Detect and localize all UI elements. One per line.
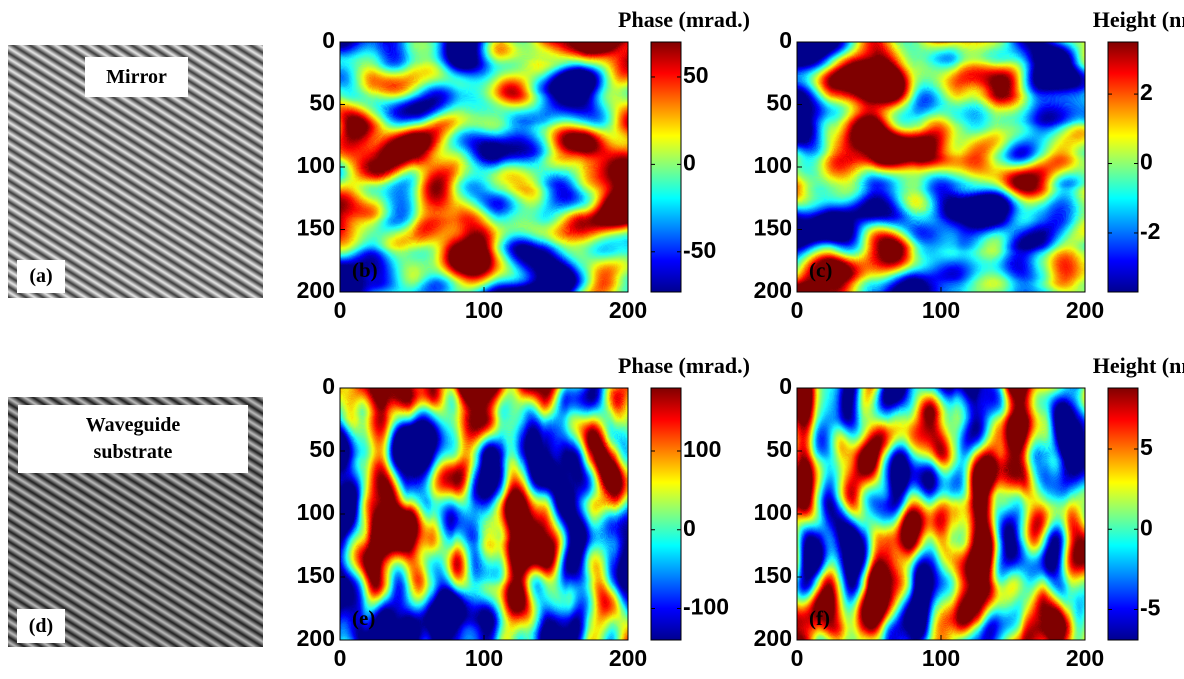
colorbar-tick-label: -2	[1140, 218, 1160, 244]
x-tick-label: 100	[465, 645, 503, 671]
x-tick-label: 200	[609, 297, 647, 323]
colorbar-tick-label: 2	[1140, 79, 1153, 105]
colorbar-tick-label: 100	[683, 436, 721, 462]
y-tick-label: 200	[754, 625, 792, 651]
y-tick-label: 50	[309, 436, 335, 462]
y-tick-label: 150	[754, 215, 792, 241]
y-tick-label: 150	[754, 562, 792, 588]
y-tick-label: 100	[754, 152, 792, 178]
photo-caption: Waveguide substrate	[18, 405, 248, 473]
y-tick-label: 0	[322, 373, 335, 399]
y-tick-label: 100	[754, 499, 792, 525]
panel-label: (e)	[352, 606, 375, 630]
heatmap	[340, 42, 628, 292]
colorbar	[650, 387, 682, 641]
colorbar-tick-label: -100	[683, 594, 729, 620]
y-tick-label: 50	[309, 90, 335, 116]
x-tick-label: 200	[609, 645, 647, 671]
panel-label: (d)	[17, 609, 65, 643]
colorbar-title: Phase (mrad.)	[618, 353, 750, 378]
x-tick-label: 0	[334, 297, 347, 323]
colorbar-title: Height (nm)	[1093, 353, 1184, 378]
colorbar	[1107, 387, 1139, 641]
colorbar	[650, 41, 682, 293]
y-tick-label: 100	[297, 152, 335, 178]
panel-label: (c)	[809, 258, 832, 282]
x-tick-label: 0	[334, 645, 347, 671]
heatmap	[797, 388, 1085, 640]
colorbar-title: Height (nm)	[1093, 7, 1184, 32]
y-tick-label: 0	[322, 27, 335, 53]
y-tick-label: 50	[766, 436, 792, 462]
x-tick-label: 100	[922, 645, 960, 671]
x-tick-label: 200	[1066, 645, 1104, 671]
photo-caption: Mirror	[85, 57, 188, 97]
x-tick-label: 0	[791, 645, 804, 671]
y-tick-label: 50	[766, 90, 792, 116]
y-tick-label: 200	[754, 277, 792, 303]
colorbar-tick-label: 0	[683, 149, 696, 175]
y-tick-label: 150	[297, 562, 335, 588]
colorbar-tick-label: -5	[1140, 595, 1161, 621]
colorbar	[1107, 41, 1139, 293]
colorbar-tick-label: 0	[683, 515, 696, 541]
y-tick-label: 200	[297, 277, 335, 303]
x-tick-label: 200	[1066, 297, 1104, 323]
x-tick-label: 100	[465, 297, 503, 323]
y-tick-label: 100	[297, 499, 335, 525]
colorbar-tick-label: 5	[1140, 434, 1153, 460]
heatmap	[340, 388, 628, 640]
colorbar-tick-label: 50	[683, 62, 709, 88]
x-tick-label: 0	[791, 297, 804, 323]
colorbar-tick-label: 0	[1140, 149, 1153, 175]
panel-label: (f)	[809, 606, 830, 630]
x-tick-label: 100	[922, 297, 960, 323]
y-tick-label: 0	[779, 373, 792, 399]
heatmap	[797, 42, 1085, 292]
panel-label: (b)	[352, 258, 378, 282]
colorbar-tick-label: -50	[683, 237, 716, 263]
y-tick-label: 200	[297, 625, 335, 651]
colorbar-title: Phase (mrad.)	[618, 7, 750, 32]
y-tick-label: 150	[297, 215, 335, 241]
colorbar-tick-label: 0	[1140, 514, 1153, 540]
panel-label: (a)	[17, 260, 65, 293]
y-tick-label: 0	[779, 27, 792, 53]
